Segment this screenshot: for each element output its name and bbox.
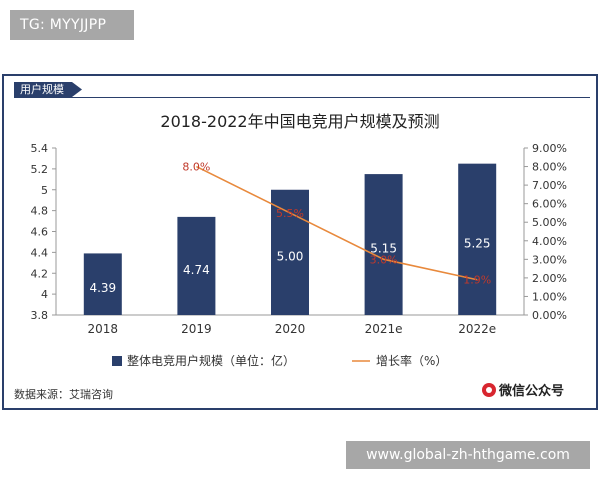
- y-left-tick-label: 4.2: [31, 267, 49, 280]
- y-left-tick-label: 5.2: [31, 163, 49, 176]
- y-right-tick-label: 6.00%: [532, 198, 567, 211]
- bar: [177, 216, 216, 315]
- y-right-tick-label: 2.00%: [532, 272, 567, 285]
- y-right-tick-label: 5.00%: [532, 216, 567, 229]
- chart-title: 2018-2022年中国电竞用户规模及预测: [160, 112, 439, 131]
- bar: [458, 163, 497, 315]
- y-left-tick-label: 5.4: [31, 142, 49, 155]
- x-tick-label: 2018: [88, 322, 119, 336]
- bar: [83, 253, 122, 315]
- section-tab: 用户规模: [14, 82, 82, 97]
- y-left-tick-label: 4.4: [31, 246, 49, 259]
- y-left-tick-label: 4.6: [31, 226, 49, 239]
- y-right-tick-label: 8.00%: [532, 161, 567, 174]
- y-left-tick-label: 4.8: [31, 205, 49, 218]
- y-right-tick-label: 4.00%: [532, 235, 567, 248]
- y-right-tick-label: 0.00%: [532, 309, 567, 322]
- data-source: 数据来源：艾瑞咨询: [14, 388, 113, 401]
- legend-line-label: 增长率（%）: [376, 353, 447, 368]
- bar-value-label: 4.39: [89, 281, 116, 295]
- y-right-tick-label: 7.00%: [532, 179, 567, 192]
- bottom-watermark: www.global-zh-hthgame.com: [346, 441, 590, 469]
- x-tick-label: 2020: [275, 322, 306, 336]
- y-left-tick-label: 3.8: [31, 309, 49, 322]
- x-tick-label: 2019: [181, 322, 212, 336]
- bar-value-label: 5.15: [370, 242, 397, 256]
- legend-bar-swatch: [112, 356, 122, 366]
- section-divider: [14, 97, 590, 98]
- bar-value-label: 5.25: [464, 236, 491, 250]
- x-tick-label: 2022e: [458, 322, 496, 336]
- y-right-tick-label: 1.00%: [532, 290, 567, 303]
- y-right-tick-label: 9.00%: [532, 142, 567, 155]
- bar: [271, 189, 309, 315]
- bar-value-label: 5.00: [277, 249, 304, 263]
- y-left-tick-label: 5: [41, 184, 48, 197]
- x-tick-label: 2021e: [365, 322, 403, 336]
- growth-point-label: 1.9%: [463, 274, 491, 287]
- y-left-tick-label: 4: [41, 288, 48, 301]
- bar: [364, 174, 403, 315]
- growth-point-label: 8.0%: [182, 161, 210, 174]
- y-right-tick-label: 3.00%: [532, 253, 567, 266]
- growth-line: [196, 165, 478, 281]
- wechat-logo: 微信公众号: [482, 380, 564, 399]
- top-watermark: TG: MYYJJPP: [10, 10, 134, 40]
- growth-point-label: 3.0%: [370, 253, 398, 266]
- legend-bar-label: 整体电竞用户规模（单位：亿）: [127, 353, 295, 368]
- eye-icon: [482, 382, 496, 397]
- logo-text: 微信公众号: [499, 384, 565, 399]
- growth-point-label: 5.5%: [276, 207, 304, 220]
- bar-value-label: 4.74: [183, 263, 210, 277]
